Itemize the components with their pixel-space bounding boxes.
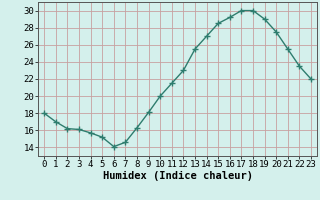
X-axis label: Humidex (Indice chaleur): Humidex (Indice chaleur): [103, 171, 252, 181]
